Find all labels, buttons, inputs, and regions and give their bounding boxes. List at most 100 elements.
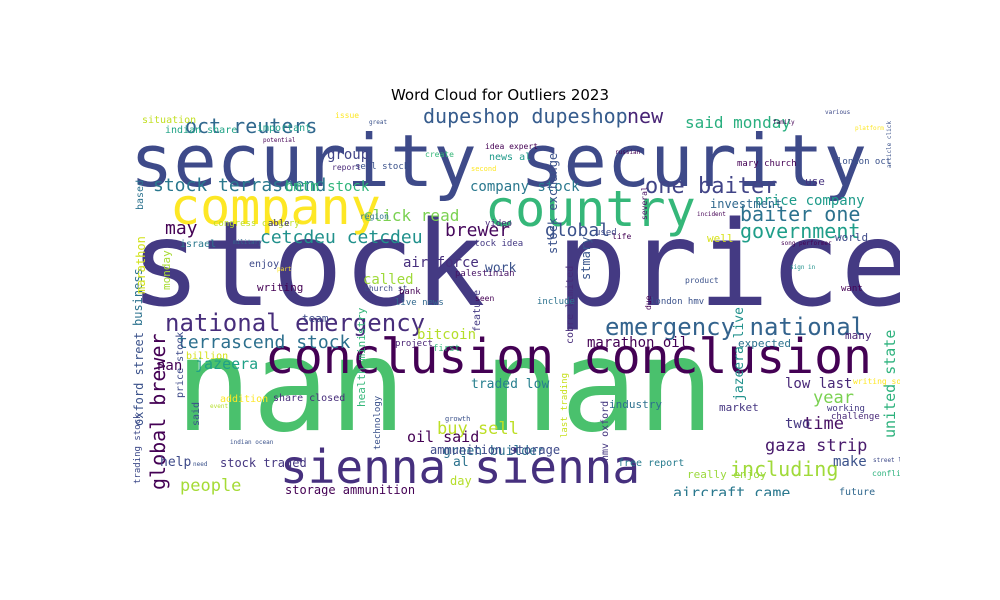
word-writing: writing	[257, 281, 303, 294]
word-several: several	[640, 186, 649, 220]
word-well: well	[707, 232, 734, 245]
word-baiter-one: baiter one	[740, 202, 860, 226]
word-time: time	[803, 414, 844, 434]
word-security-security: security security	[130, 119, 867, 203]
word-military: military	[233, 239, 262, 246]
word-investment: investment	[710, 197, 782, 211]
word-conclusion-conclusion: conclusion conclusion	[265, 329, 872, 385]
word-global: global	[545, 220, 610, 241]
word-expected: expected	[738, 337, 791, 350]
word-share-closed: share closed	[273, 393, 345, 404]
word-country: country	[485, 180, 696, 238]
word-cetcdeu-cetcdeu: cetcdeu cetcdeu	[260, 227, 423, 248]
word-russian: russian	[615, 149, 641, 156]
word-challenge: challenge	[831, 412, 880, 422]
word-include: include	[537, 297, 575, 307]
word-sign-in: sign in	[790, 264, 816, 271]
word-many: many	[845, 329, 872, 342]
word-article-click: article click	[886, 121, 893, 168]
word-cobre-limited: cobre limited	[565, 266, 576, 344]
word-said: said	[191, 402, 202, 426]
word-use: use	[805, 175, 825, 188]
word-based: based	[135, 180, 146, 210]
word-due: due	[644, 295, 653, 310]
word-ammunition-storage: ammunition storage	[430, 443, 560, 457]
word-situation: situation	[142, 115, 196, 126]
word-world: world	[835, 231, 868, 244]
word-marathon-oil: marathon oil	[587, 335, 688, 351]
word-video: video	[485, 219, 512, 229]
word-price-company: price company	[755, 193, 865, 209]
word-bmtm-stock: bmtm stock	[285, 179, 370, 195]
word-day: day	[450, 474, 472, 488]
word-indian-ocean: indian ocean	[230, 439, 274, 446]
word-seen: seen	[475, 294, 494, 303]
word-growth: growth	[445, 415, 470, 423]
word-stock-price: stock price	[130, 195, 900, 333]
word-united-state: united state	[881, 330, 899, 438]
word-click-read: click read	[363, 206, 459, 225]
word-addition: addition	[220, 394, 268, 405]
word-health-ministry: health ministry	[355, 307, 368, 407]
word-industry: industry	[609, 398, 662, 411]
word-two: two	[785, 416, 810, 432]
word-terrascend-stock: terrascend stock	[177, 332, 351, 353]
word-technology: technology	[373, 395, 383, 450]
word-mary-church: mary church	[737, 159, 797, 169]
word-feature: feature	[472, 290, 483, 332]
word-team: team	[302, 312, 329, 325]
word-sell-stock: sell stock	[355, 162, 410, 172]
word-storage-ammunition: storage ammunition	[285, 483, 415, 496]
word-sienna-sienna: sienna sienna	[280, 440, 640, 494]
word-need: need	[193, 461, 208, 468]
word-future: future	[839, 487, 875, 496]
word-london-hmv: london hmv	[650, 297, 704, 307]
word-bank: bank	[399, 287, 421, 297]
word-air-force: air force	[403, 255, 479, 271]
word-called: called	[363, 272, 414, 288]
word-may: may	[165, 218, 198, 239]
word-stock-idea: stock idea	[469, 239, 523, 249]
word-project: project	[395, 339, 433, 349]
word-green-builder: green builder	[443, 444, 545, 459]
word-dupeshop-dupeshop: dupeshop dupeshop	[423, 108, 628, 128]
word-potential: potential	[263, 137, 296, 144]
word-national-emergency: national emergency	[165, 309, 425, 337]
word-company: company	[170, 178, 381, 236]
word-stock-terrascend: stock terrascend	[153, 175, 326, 196]
word-stock-traded: stock traded	[220, 456, 307, 470]
word-working: working	[827, 404, 865, 414]
word-important: important	[257, 123, 311, 134]
word-create: create	[425, 150, 454, 159]
word-business: business	[131, 268, 145, 326]
word-various: various	[825, 109, 851, 116]
word-cloud: stock price nan nan security security concl…	[125, 108, 900, 496]
word-live-news: live news	[395, 298, 444, 308]
word-stock-exchange: stock exchange	[546, 153, 560, 254]
word-part: part	[277, 266, 292, 273]
word-make: make	[833, 454, 867, 470]
word-great: great	[369, 119, 387, 126]
word-marathon: marathon	[134, 236, 148, 294]
word-incident: incident	[697, 211, 726, 218]
word-monday: monday	[160, 250, 173, 290]
word-indian-share: indian share	[165, 125, 237, 136]
word-want: want	[841, 284, 863, 294]
word-company-stock: company stock	[470, 179, 580, 195]
word-really-enjoy: really enjoy	[687, 468, 767, 481]
word-conflict: conflict	[872, 469, 900, 478]
word-one-baiter: one baiter	[645, 174, 777, 199]
word-group: group	[327, 147, 369, 163]
word-billion: billion	[186, 351, 228, 362]
word-song-performer: song performer	[781, 240, 832, 247]
word-region: region	[360, 212, 389, 221]
word-said-monday: said monday	[685, 113, 791, 132]
word-congress-calgary: congress calgary	[213, 219, 300, 229]
word-low-last: low last	[785, 376, 852, 392]
word-able: able	[268, 219, 290, 229]
word-platform: platform	[855, 125, 884, 132]
word-global-brewer: global brewer	[146, 333, 170, 490]
chart-title: Word Cloud for Outliers 2023	[390, 86, 609, 104]
word-aircraft-came: aircraft came	[673, 484, 790, 496]
